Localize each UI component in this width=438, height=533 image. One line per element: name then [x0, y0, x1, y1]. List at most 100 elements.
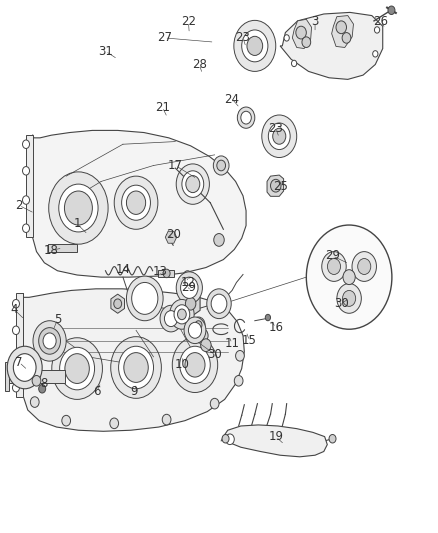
Text: 6: 6 — [93, 385, 100, 398]
Circle shape — [268, 123, 290, 150]
Circle shape — [12, 358, 19, 367]
Polygon shape — [165, 231, 177, 243]
Text: 21: 21 — [155, 101, 170, 114]
Polygon shape — [280, 12, 383, 79]
Circle shape — [65, 354, 89, 383]
Circle shape — [222, 434, 229, 443]
Text: 26: 26 — [373, 15, 388, 28]
Text: 17: 17 — [168, 159, 183, 172]
Circle shape — [343, 290, 356, 306]
Text: 29: 29 — [325, 249, 340, 262]
Circle shape — [306, 225, 392, 329]
Circle shape — [213, 156, 229, 175]
Circle shape — [162, 414, 171, 425]
Circle shape — [374, 27, 380, 33]
Circle shape — [271, 179, 281, 192]
Text: 14: 14 — [116, 263, 131, 276]
Circle shape — [328, 259, 340, 274]
Text: 15: 15 — [242, 334, 257, 348]
Text: 31: 31 — [98, 45, 113, 58]
Circle shape — [39, 328, 60, 354]
Circle shape — [124, 353, 148, 382]
Text: 30: 30 — [334, 297, 349, 310]
Circle shape — [201, 339, 211, 352]
Circle shape — [7, 346, 42, 389]
Circle shape — [342, 33, 351, 43]
Text: 8: 8 — [41, 377, 48, 390]
Circle shape — [186, 175, 200, 192]
Text: 28: 28 — [192, 58, 207, 71]
Text: 23: 23 — [268, 122, 283, 135]
Circle shape — [197, 329, 208, 343]
Circle shape — [32, 375, 41, 386]
Text: 20: 20 — [166, 228, 180, 241]
Circle shape — [185, 353, 205, 377]
Circle shape — [22, 224, 29, 232]
Circle shape — [188, 322, 201, 338]
Circle shape — [13, 354, 36, 381]
Polygon shape — [223, 425, 327, 457]
Text: 19: 19 — [268, 430, 283, 443]
Circle shape — [33, 321, 66, 361]
Circle shape — [132, 282, 158, 314]
Circle shape — [160, 305, 182, 332]
Polygon shape — [48, 244, 77, 252]
Polygon shape — [332, 15, 353, 47]
Circle shape — [184, 317, 206, 344]
Polygon shape — [16, 293, 23, 397]
Polygon shape — [292, 19, 311, 49]
Circle shape — [39, 384, 46, 393]
Text: 11: 11 — [225, 337, 240, 350]
Circle shape — [177, 309, 186, 320]
Circle shape — [127, 191, 146, 214]
Circle shape — [114, 176, 158, 229]
Polygon shape — [5, 369, 65, 383]
Circle shape — [59, 184, 98, 232]
Circle shape — [195, 321, 202, 329]
Circle shape — [12, 300, 19, 308]
Circle shape — [182, 171, 204, 197]
Circle shape — [234, 375, 243, 386]
Circle shape — [22, 196, 29, 204]
Polygon shape — [111, 294, 124, 313]
Circle shape — [174, 305, 190, 324]
Circle shape — [62, 415, 71, 426]
Circle shape — [172, 337, 218, 392]
Circle shape — [322, 252, 346, 281]
Circle shape — [22, 140, 29, 149]
Circle shape — [22, 166, 29, 175]
Circle shape — [337, 284, 361, 313]
Circle shape — [164, 311, 177, 327]
Circle shape — [12, 326, 19, 335]
Text: 22: 22 — [181, 15, 196, 28]
Polygon shape — [32, 131, 246, 277]
Text: 10: 10 — [174, 358, 189, 372]
Circle shape — [207, 289, 231, 319]
Circle shape — [226, 434, 234, 445]
Text: 1: 1 — [73, 217, 81, 230]
Circle shape — [217, 160, 226, 171]
Text: 2: 2 — [15, 199, 23, 212]
Circle shape — [27, 368, 35, 378]
Circle shape — [210, 398, 219, 409]
Polygon shape — [5, 362, 9, 391]
Text: 7: 7 — [15, 356, 23, 369]
Circle shape — [234, 20, 276, 71]
Polygon shape — [267, 175, 284, 196]
Circle shape — [211, 294, 227, 313]
Polygon shape — [23, 289, 244, 431]
Circle shape — [343, 270, 355, 285]
Circle shape — [64, 191, 92, 225]
Circle shape — [60, 348, 95, 390]
Circle shape — [127, 276, 163, 321]
Circle shape — [262, 115, 297, 158]
Circle shape — [291, 60, 297, 67]
Circle shape — [163, 269, 170, 278]
Circle shape — [284, 35, 289, 41]
Text: 24: 24 — [225, 93, 240, 106]
Circle shape — [49, 172, 108, 244]
Circle shape — [237, 107, 255, 128]
Circle shape — [180, 346, 210, 383]
Text: 23: 23 — [236, 31, 251, 44]
Circle shape — [242, 30, 268, 62]
